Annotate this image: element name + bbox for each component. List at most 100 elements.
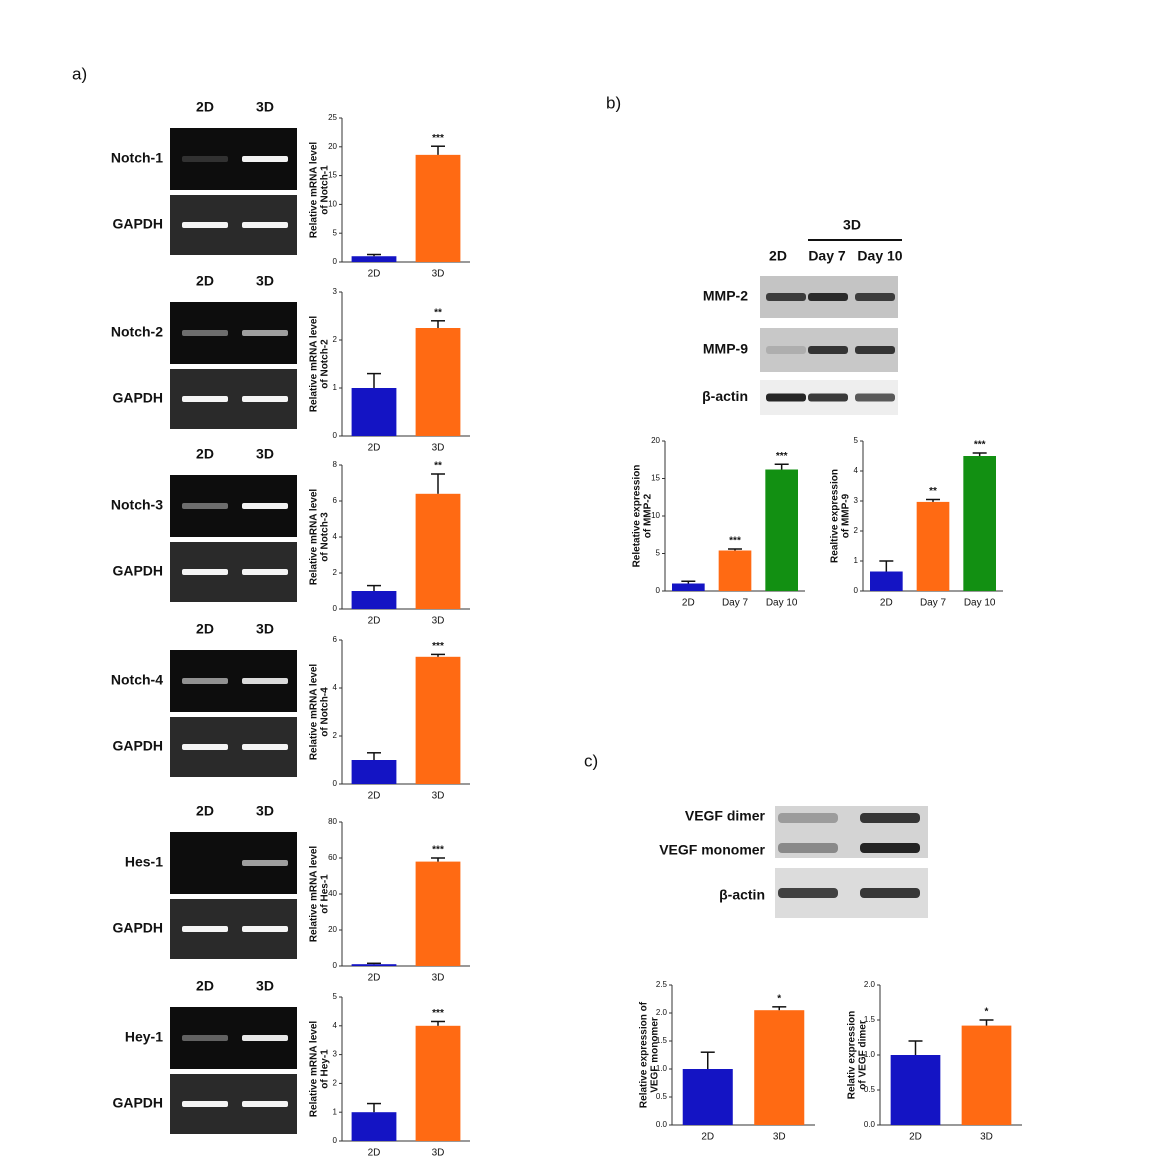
y-axis-label: Realtive expression bbox=[830, 469, 841, 563]
gel-band bbox=[808, 293, 848, 301]
bar bbox=[351, 256, 397, 262]
y-tick-label: 0 bbox=[333, 1136, 338, 1145]
gel-band bbox=[242, 860, 288, 866]
y-tick-label: 6 bbox=[333, 496, 338, 505]
y-tick-label: 5 bbox=[333, 228, 338, 237]
y-tick-label: 10 bbox=[328, 200, 337, 209]
error-bar bbox=[681, 580, 696, 584]
error-bar bbox=[700, 1051, 715, 1069]
x-tick-label: 2D bbox=[909, 1132, 922, 1143]
y-tick-label: 3 bbox=[333, 287, 338, 296]
error-bar bbox=[367, 372, 381, 388]
y-tick-label: 2 bbox=[333, 335, 338, 344]
gel-band bbox=[242, 330, 288, 336]
significance: *** bbox=[729, 536, 741, 547]
y-tick-label: 10 bbox=[651, 511, 660, 520]
bar bbox=[961, 1025, 1012, 1125]
y-tick-label: 1 bbox=[333, 383, 338, 392]
row-label: Notch-3 bbox=[111, 497, 163, 513]
y-tick-label: 0.0 bbox=[864, 1120, 876, 1129]
row-label: MMP-9 bbox=[703, 341, 748, 357]
x-tick-label: 2D bbox=[368, 1148, 381, 1159]
gel-band bbox=[182, 678, 228, 684]
row-label: Notch-2 bbox=[111, 324, 163, 340]
y-tick-label: 2.5 bbox=[656, 980, 668, 989]
significance: *** bbox=[432, 133, 444, 144]
bar bbox=[415, 493, 461, 609]
error-bar bbox=[431, 145, 445, 155]
x-tick-label: Day 10 bbox=[766, 598, 798, 609]
row-label: Notch-1 bbox=[111, 150, 163, 166]
y-tick-label: 4 bbox=[854, 466, 859, 475]
error-bar bbox=[431, 653, 445, 657]
bar bbox=[963, 456, 996, 591]
y-tick-label: 5 bbox=[333, 992, 338, 1001]
x-tick-label: 2D bbox=[368, 791, 381, 802]
x-tick-label: 3D bbox=[432, 973, 445, 984]
lane-label: 2D bbox=[196, 803, 214, 819]
bar bbox=[890, 1055, 941, 1125]
y-tick-label: 0 bbox=[333, 961, 338, 970]
gel-band bbox=[182, 1101, 228, 1107]
y-tick-label: 40 bbox=[328, 889, 337, 898]
significance: * bbox=[777, 993, 781, 1004]
y-tick-label: 1 bbox=[854, 556, 859, 565]
significance: *** bbox=[974, 440, 986, 451]
row-label: GAPDH bbox=[112, 216, 163, 232]
y-tick-label: 4 bbox=[333, 683, 338, 692]
gel-band bbox=[766, 346, 806, 354]
significance: ** bbox=[434, 461, 442, 472]
y-tick-label: 15 bbox=[328, 171, 337, 180]
bar bbox=[351, 1112, 397, 1141]
y-tick-label: 0 bbox=[656, 586, 661, 595]
x-tick-label: 3D bbox=[432, 791, 445, 802]
bar bbox=[351, 964, 397, 966]
y-tick-label: 1 bbox=[333, 1107, 338, 1116]
bar bbox=[916, 501, 950, 591]
y-tick-label: 1.5 bbox=[656, 1036, 668, 1045]
y-axis-label: Relative mRNA level bbox=[309, 846, 320, 943]
y-tick-label: 0 bbox=[333, 431, 338, 440]
y-tick-label: 1.0 bbox=[864, 1050, 876, 1059]
lane-label: Day 10 bbox=[857, 248, 902, 264]
panel-label: b) bbox=[606, 93, 621, 112]
lane-label: 2D bbox=[196, 621, 214, 637]
gel-band bbox=[182, 569, 228, 575]
lane-label: 2D bbox=[196, 446, 214, 462]
row-label: GAPDH bbox=[112, 920, 163, 936]
gel-band bbox=[778, 888, 838, 898]
gel-band bbox=[182, 396, 228, 402]
gel-band bbox=[242, 503, 288, 509]
x-tick-label: 2D bbox=[682, 598, 695, 609]
y-axis-label: Relative mRNA level bbox=[309, 664, 320, 761]
y-tick-label: 0.0 bbox=[656, 1120, 668, 1129]
y-axis-label: Relative expression of bbox=[639, 1001, 650, 1108]
gel-band bbox=[182, 330, 228, 336]
y-tick-label: 2 bbox=[333, 1079, 338, 1088]
gel-band bbox=[242, 926, 288, 932]
y-tick-label: 0 bbox=[333, 604, 338, 613]
gel-band bbox=[855, 393, 895, 402]
error-bar bbox=[979, 1019, 994, 1026]
x-tick-label: 3D bbox=[432, 1148, 445, 1159]
x-tick-label: 3D bbox=[773, 1132, 786, 1143]
error-bar bbox=[367, 752, 381, 760]
y-tick-label: 6 bbox=[333, 635, 338, 644]
y-axis-label: of Notch-4 bbox=[320, 687, 331, 737]
row-label: GAPDH bbox=[112, 390, 163, 406]
error-bar bbox=[431, 1020, 445, 1026]
gel-band bbox=[182, 156, 228, 162]
y-tick-label: 5 bbox=[854, 436, 859, 445]
gel-band bbox=[778, 813, 838, 823]
y-axis-label: Relative mRNA level bbox=[309, 489, 320, 586]
error-bar bbox=[367, 584, 381, 591]
y-axis-label: of Hey-1 bbox=[320, 1049, 331, 1089]
lane-label: 2D bbox=[196, 273, 214, 289]
x-tick-label: 3D bbox=[980, 1132, 993, 1143]
bar bbox=[415, 154, 461, 262]
error-bar bbox=[774, 463, 789, 470]
y-tick-label: 20 bbox=[651, 436, 660, 445]
y-tick-label: 0 bbox=[854, 586, 859, 595]
y-axis-label: Relative mRNA level bbox=[309, 1021, 320, 1118]
gel-band bbox=[242, 1101, 288, 1107]
